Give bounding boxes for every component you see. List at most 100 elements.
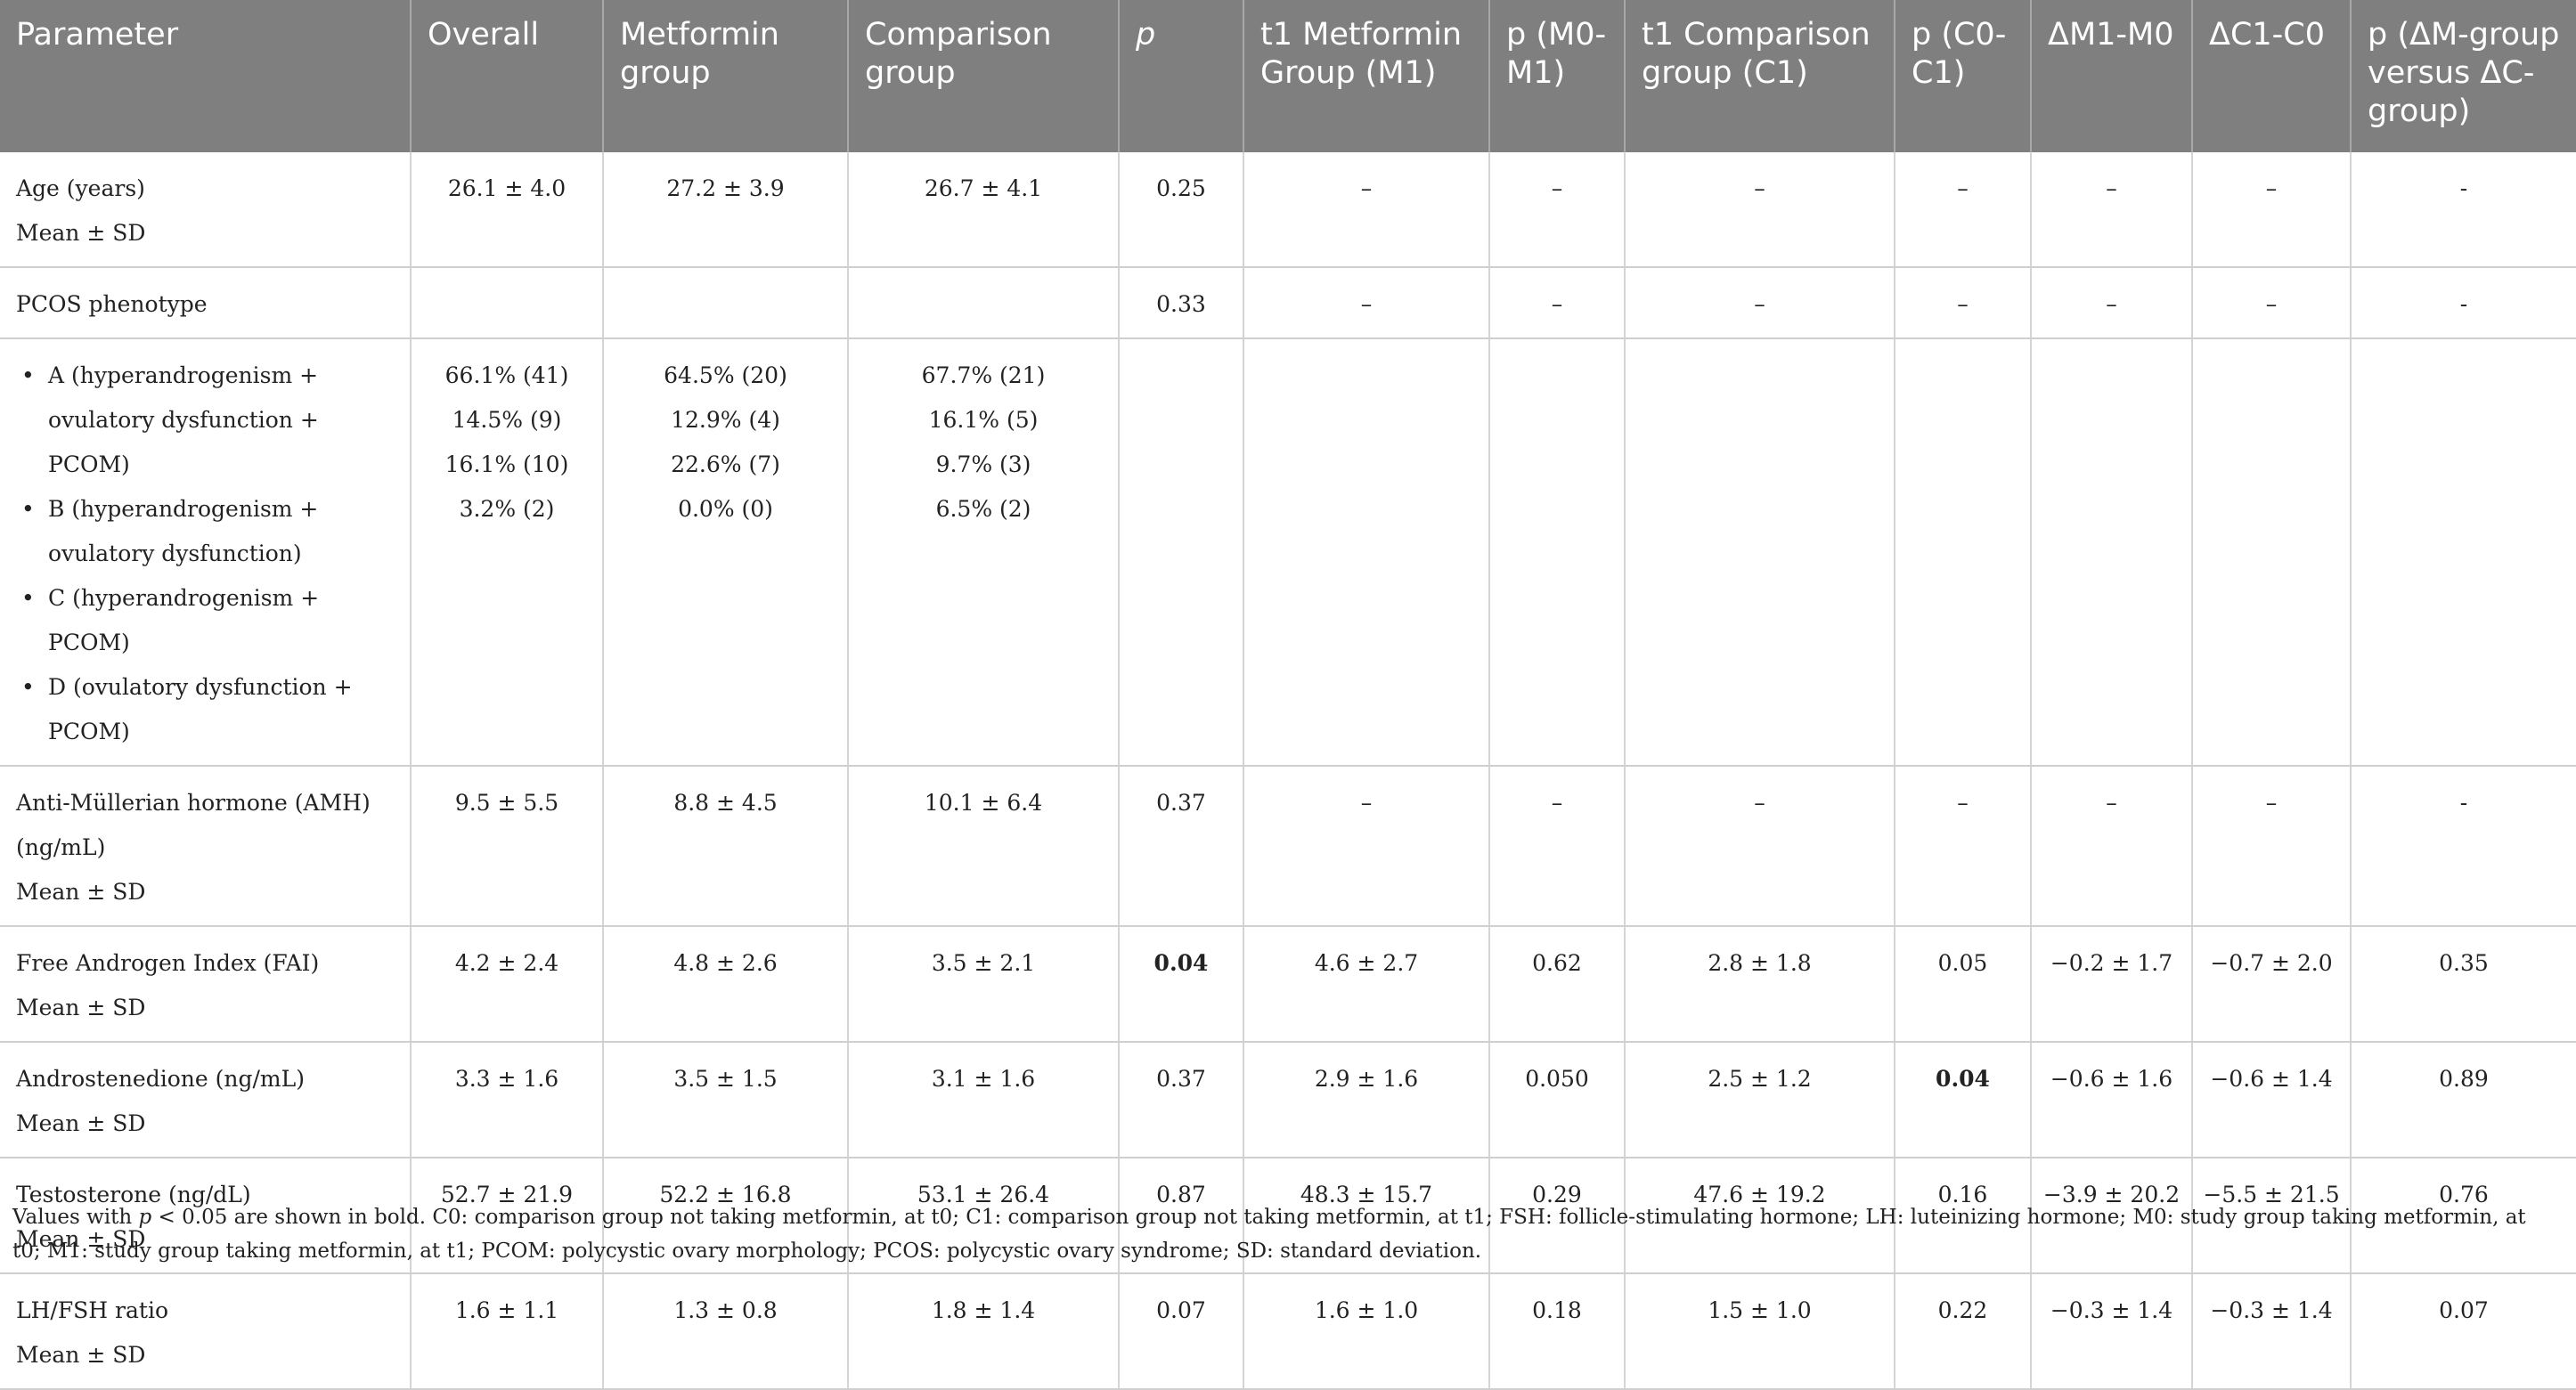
header-comparison-group: Comparison group — [848, 0, 1120, 152]
delta-m-cell: −0.2 ± 1.7 — [2031, 926, 2193, 1043]
metformin-cell: 8.8 ± 4.5 — [603, 766, 849, 927]
delta-m-cell — [2031, 338, 2193, 767]
header-t1-metformin: t1 Metformin Group (M1) — [1243, 0, 1490, 152]
parameter-unit: (ng/mL) — [16, 834, 106, 860]
footnote-text: < 0.05 are shown in bold. C0: comparison… — [12, 1206, 2526, 1263]
footnote-p-symbol: p — [138, 1206, 152, 1229]
table-row: Anti-Müllerian hormone (AMH) (ng/mL) Mea… — [0, 766, 2576, 927]
delta-m-cell: −0.6 ± 1.6 — [2031, 1042, 2193, 1158]
footnote-prefix: Values with — [12, 1206, 139, 1229]
metformin-cell: 64.5% (20) 12.9% (4) 22.6% (7) 0.0% (0) — [603, 338, 849, 767]
value-line: 22.6% (7) — [671, 451, 780, 477]
parameter-sublabel: Mean ± SD — [16, 995, 146, 1020]
c1-cell: 2.5 ± 1.2 — [1625, 1042, 1895, 1158]
comparison-cell: 1.8 ± 1.4 — [848, 1273, 1120, 1390]
p-cell — [1119, 338, 1244, 767]
p-cell: 0.87 — [1119, 1158, 1244, 1274]
parameter-label: PCOS phenotype — [16, 291, 208, 317]
metformin-cell: 4.8 ± 2.6 — [603, 926, 849, 1043]
p-diff-cell: 0.07 — [2351, 1273, 2576, 1390]
value-line: 6.5% (2) — [935, 496, 1031, 522]
c1-cell: 1.5 ± 1.0 — [1625, 1273, 1895, 1390]
p-diff-cell: - — [2351, 267, 2576, 339]
comparison-cell: 3.1 ± 1.6 — [848, 1042, 1120, 1158]
p-cell: 0.04 — [1119, 926, 1244, 1043]
comparison-cell: 53.1 ± 26.4 — [848, 1158, 1120, 1274]
list-item: B (hyperandrogenism + ovulatory dysfunct… — [16, 487, 401, 576]
c1-cell: 2.8 ± 1.8 — [1625, 926, 1895, 1043]
m1-cell: 48.3 ± 15.7 — [1243, 1158, 1490, 1274]
table-row: A (hyperandrogenism + ovulatory dysfunct… — [0, 338, 2576, 767]
m1-cell: 1.6 ± 1.0 — [1243, 1273, 1490, 1390]
m1-cell: – — [1243, 267, 1490, 339]
overall-cell: 9.5 ± 5.5 — [411, 766, 604, 927]
header-p-c0-c1: p (C0-C1) — [1895, 0, 2032, 152]
p-c0c1-cell: 0.04 — [1895, 1042, 2032, 1158]
value-line: 16.1% (5) — [928, 407, 1039, 433]
parameter-sublabel: Mean ± SD — [16, 220, 146, 246]
parameter-label: Free Androgen Index (FAI) — [16, 950, 320, 976]
m1-cell: – — [1243, 766, 1490, 927]
p-c0c1-cell: 0.05 — [1895, 926, 2032, 1043]
p-cell: 0.37 — [1119, 766, 1244, 927]
table-row: Age (years) Mean ± SD 26.1 ± 4.0 27.2 ± … — [0, 152, 2576, 268]
parameter-cell: LH/FSH ratio Mean ± SD — [0, 1273, 412, 1390]
p-cell: 0.33 — [1119, 267, 1244, 339]
c1-cell — [1625, 338, 1895, 767]
c1-cell: – — [1625, 267, 1895, 339]
header-t1-comparison: t1 Comparison group (C1) — [1625, 0, 1895, 152]
p-m0m1-cell: 0.29 — [1489, 1158, 1626, 1274]
parameter-sublabel: Mean ± SD — [16, 879, 146, 905]
parameter-cell: Anti-Müllerian hormone (AMH) (ng/mL) Mea… — [0, 766, 412, 927]
table-row: LH/FSH ratio Mean ± SD 1.6 ± 1.1 1.3 ± 0… — [0, 1273, 2576, 1390]
c1-cell: 47.6 ± 19.2 — [1625, 1158, 1895, 1274]
delta-m-cell: −0.3 ± 1.4 — [2031, 1273, 2193, 1390]
comparison-cell — [848, 267, 1120, 339]
list-item: A (hyperandrogenism + ovulatory dysfunct… — [16, 354, 401, 487]
p-diff-cell: - — [2351, 152, 2576, 268]
metformin-cell: 52.2 ± 16.8 — [603, 1158, 849, 1274]
m1-cell: 2.9 ± 1.6 — [1243, 1042, 1490, 1158]
overall-cell: 4.2 ± 2.4 — [411, 926, 604, 1043]
m1-cell: – — [1243, 152, 1490, 268]
metformin-cell — [603, 267, 849, 339]
header-metformin-group: Metformin group — [603, 0, 849, 152]
p-cell: 0.07 — [1119, 1273, 1244, 1390]
header-p-delta-groups: p (ΔM-group versus ΔC-group) — [2351, 0, 2576, 152]
parameter-cell: Age (years) Mean ± SD — [0, 152, 412, 268]
parameter-label: Age (years) — [16, 175, 145, 201]
value-line: 14.5% (9) — [452, 407, 562, 433]
delta-m-cell: – — [2031, 267, 2193, 339]
p-diff-cell: 0.76 — [2351, 1158, 2576, 1274]
p-m0m1-cell — [1489, 338, 1626, 767]
table-row: Testosterone (ng/dL) Mean ± SD 52.7 ± 21… — [0, 1158, 2576, 1274]
delta-c-cell: – — [2192, 267, 2352, 339]
p-cell: 0.37 — [1119, 1042, 1244, 1158]
value-line: 0.0% (0) — [678, 496, 773, 522]
value-line: 67.7% (21) — [921, 362, 1046, 388]
c1-cell: – — [1625, 152, 1895, 268]
p-m0m1-cell: 0.18 — [1489, 1273, 1626, 1390]
table-header-row: Parameter Overall Metformin group Compar… — [0, 0, 2576, 152]
value-line: 16.1% (10) — [444, 451, 569, 477]
p-diff-cell: - — [2351, 766, 2576, 927]
p-c0c1-cell: – — [1895, 766, 2032, 927]
overall-cell: 1.6 ± 1.1 — [411, 1273, 604, 1390]
comparison-cell: 10.1 ± 6.4 — [848, 766, 1120, 927]
p-m0m1-cell: – — [1489, 766, 1626, 927]
metformin-cell: 27.2 ± 3.9 — [603, 152, 849, 268]
value-line: 9.7% (3) — [935, 451, 1031, 477]
p-diff-cell: 0.35 — [2351, 926, 2576, 1043]
list-item: D (ovulatory dysfunction + PCOM) — [16, 665, 401, 754]
p-m0m1-cell: – — [1489, 152, 1626, 268]
value-line: 64.5% (20) — [664, 362, 787, 388]
metformin-cell: 3.5 ± 1.5 — [603, 1042, 849, 1158]
comparison-cell: 67.7% (21) 16.1% (5) 9.7% (3) 6.5% (2) — [848, 338, 1120, 767]
header-parameter: Parameter — [0, 0, 412, 152]
comparison-cell: 3.5 ± 2.1 — [848, 926, 1120, 1043]
table-footnote: Values with p < 0.05 are shown in bold. … — [12, 1200, 2560, 1268]
parameter-label: Testosterone (ng/dL) — [16, 1182, 251, 1207]
value-line: 12.9% (4) — [671, 407, 780, 433]
p-c0c1-cell: – — [1895, 152, 2032, 268]
